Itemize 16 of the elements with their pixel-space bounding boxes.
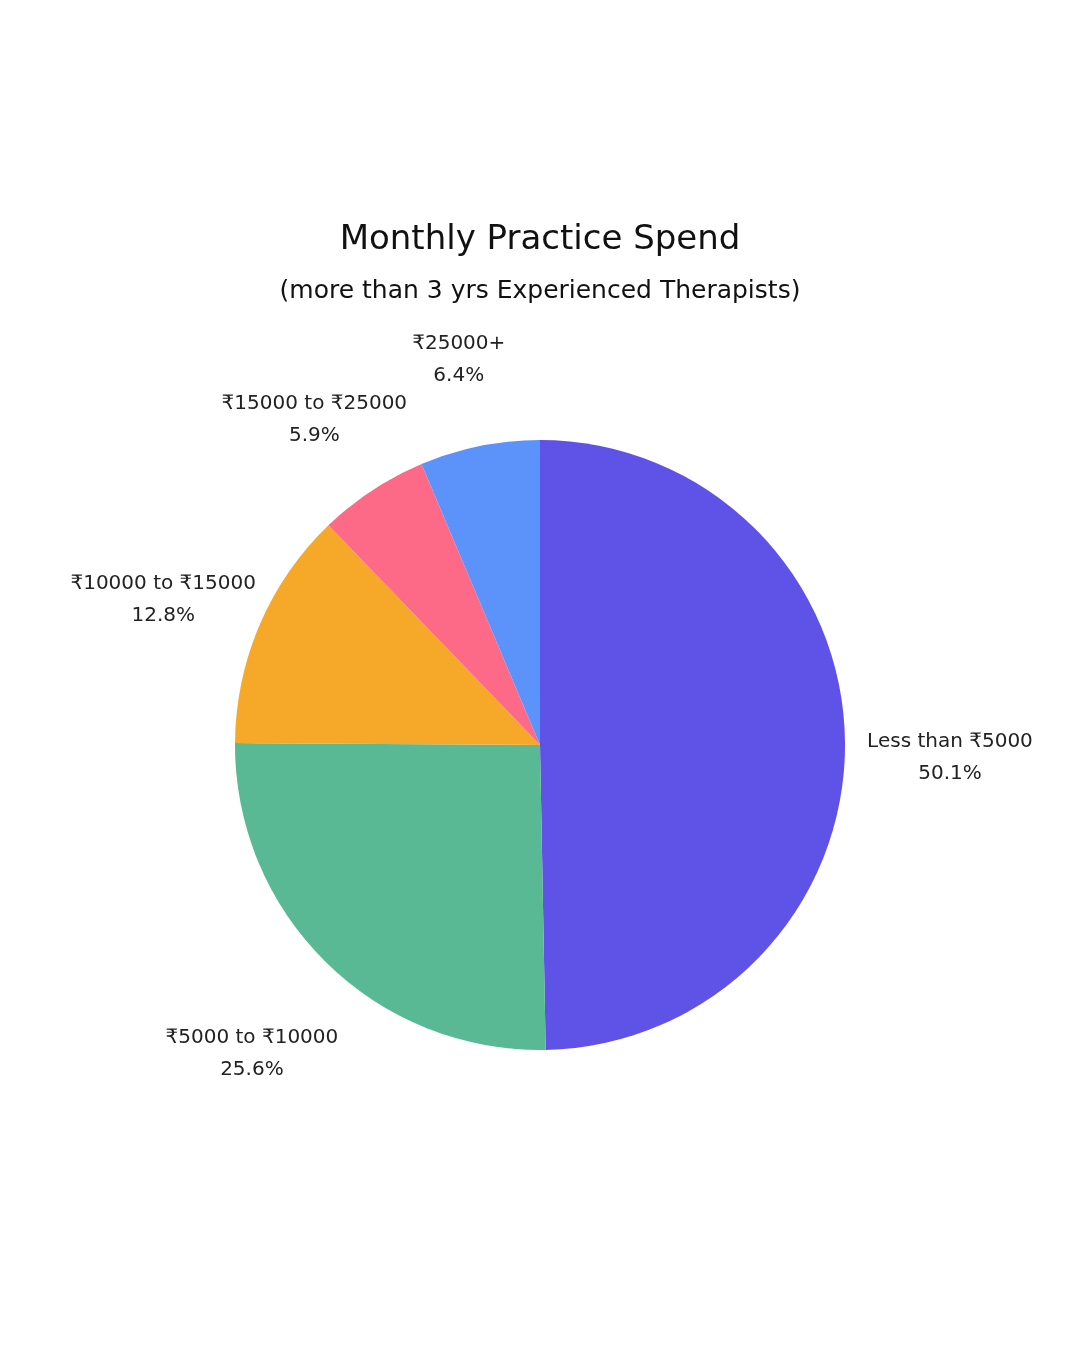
pie-slice (421, 440, 540, 745)
chart-subtitle: (more than 3 yrs Experienced Therapists) (279, 275, 801, 305)
pie-slice (235, 743, 546, 1050)
slice-label: ₹5000 to ₹10000 (165, 1023, 339, 1048)
data-label: 12.8% (131, 602, 195, 627)
data-label: 6.4% (433, 362, 485, 387)
slice-label: ₹25000+ (412, 330, 506, 355)
pie-slice (328, 463, 540, 745)
slice-label: ₹10000 to ₹15000 (70, 570, 256, 595)
chart-title: Monthly Practice Spend (339, 217, 741, 258)
slice-label: ₹15000 to ₹25000 (221, 389, 408, 414)
data-label: 5.9% (288, 421, 340, 446)
data-label: 50.1% (918, 760, 982, 785)
data-label: 25.6% (220, 1055, 284, 1080)
pie-slice (540, 440, 845, 1050)
slice-label: Less than ₹5000 (867, 728, 1033, 753)
